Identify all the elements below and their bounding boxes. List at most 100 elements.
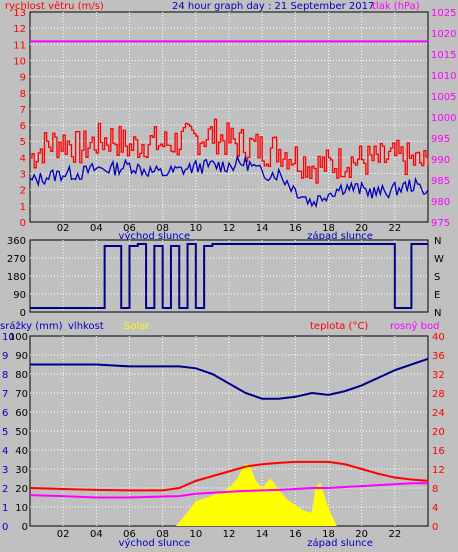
sunset-label: západ slunce <box>307 230 373 242</box>
wind-tick-label: 12 <box>13 24 26 35</box>
temperature-tick-label: 12 <box>432 465 445 476</box>
graph-title: 24 hour graph day : 21 September 2017 <box>172 1 374 12</box>
pressure-axis-title: tlak (hPa) <box>372 1 420 12</box>
temperature-tick-label: 32 <box>432 370 445 381</box>
temperature-tick-label: 36 <box>432 351 445 362</box>
x-tick-label: 12 <box>223 529 236 540</box>
temperature-axis-title: teplota (°C) <box>310 321 368 332</box>
compass-label: S <box>434 272 440 283</box>
humidity-tick-label: 90 <box>15 351 28 362</box>
direction-series <box>30 243 428 309</box>
gust-series <box>30 118 429 184</box>
rain-tick-label: 9 <box>2 351 8 362</box>
rain-tick-label: 4 <box>2 446 8 457</box>
x-tick-label: 20 <box>355 529 368 540</box>
wind-tick-label: 3 <box>20 170 26 181</box>
x-tick-label: 18 <box>322 223 335 234</box>
x-tick-label: 16 <box>289 223 302 234</box>
wind-tick-label: 2 <box>20 186 26 197</box>
rain-tick-label: 5 <box>2 427 8 438</box>
wind-tick-label: 10 <box>13 56 26 67</box>
temperature-tick-label: 4 <box>432 503 438 514</box>
x-tick-label: 20 <box>355 223 368 234</box>
compass-label: W <box>434 254 444 265</box>
x-tick-label: 12 <box>223 223 236 234</box>
x-tick-label: 16 <box>289 529 302 540</box>
x-tick-label: 10 <box>189 223 202 234</box>
temperature-tick-label: 20 <box>432 427 445 438</box>
humidity-tick-label: 40 <box>15 446 28 457</box>
wind-average-series <box>29 154 429 209</box>
temperature-tick-label: 0 <box>432 522 438 533</box>
rain-tick-label: 3 <box>2 465 8 476</box>
rain-tick-label: 2 <box>2 484 8 495</box>
sunrise-label: východ slunce <box>119 230 191 242</box>
humidity-tick-label: 20 <box>15 484 28 495</box>
pressure-tick-label: 975 <box>431 218 450 229</box>
x-tick-label: 18 <box>322 529 335 540</box>
x-tick-label: 22 <box>388 223 401 234</box>
humidity-tick-label: 0 <box>22 522 28 533</box>
wind-tick-label: 11 <box>13 40 26 51</box>
pressure-tick-label: 990 <box>431 155 450 166</box>
wind-tick-label: 8 <box>20 89 26 100</box>
temperature-tick-label: 40 <box>432 332 445 343</box>
pressure-tick-label: 985 <box>431 176 450 187</box>
temperature-tick-label: 8 <box>432 484 438 495</box>
x-tick-label: 14 <box>256 223 269 234</box>
x-tick-label: 02 <box>57 529 70 540</box>
wind-axis-title: rychlost větru (m/s) <box>5 0 104 12</box>
wind-tick-label: 4 <box>20 153 26 164</box>
humidity-tick-label: 100 <box>9 332 28 343</box>
compass-label: E <box>434 290 440 301</box>
x-tick-label: 02 <box>57 223 70 234</box>
pressure-tick-label: 1025 <box>431 8 456 19</box>
sunset-label: západ slunce <box>307 537 373 549</box>
rain-tick-label: 6 <box>2 408 8 419</box>
humidity-axis-title: vlhkost <box>68 321 104 332</box>
wind-tick-label: 9 <box>20 73 26 84</box>
temperature-series <box>29 460 429 492</box>
humidity-tick-label: 70 <box>15 389 28 400</box>
humidity-tick-label: 80 <box>15 370 28 381</box>
x-tick-label: 22 <box>388 529 401 540</box>
wind-tick-label: 6 <box>20 121 26 132</box>
x-tick-label: 14 <box>256 529 269 540</box>
direction-tick-label: 360 <box>7 236 26 247</box>
humidity-series <box>30 357 429 400</box>
x-tick-label: 08 <box>156 223 169 234</box>
compass-label: N <box>434 236 441 247</box>
rain-tick-label: 10 <box>2 332 15 343</box>
humidity-tick-label: 60 <box>15 408 28 419</box>
temperature-tick-label: 16 <box>432 446 445 457</box>
humidity-tick-label: 30 <box>15 465 28 476</box>
dewpoint-series <box>29 482 428 499</box>
pressure-tick-label: 1010 <box>431 71 456 82</box>
direction-tick-label: 0 <box>20 308 26 319</box>
x-tick-label: 10 <box>189 529 202 540</box>
wind-tick-label: 0 <box>20 218 26 229</box>
rain-tick-label: 7 <box>2 389 8 400</box>
rain-tick-label: 8 <box>2 370 8 381</box>
x-tick-label: 04 <box>90 223 103 234</box>
solar-axis-title: Solar <box>124 321 150 332</box>
wind-tick-label: 1 <box>20 202 26 213</box>
direction-tick-label: 270 <box>7 254 26 265</box>
sunrise-label: východ slunce <box>119 537 191 549</box>
temperature-tick-label: 28 <box>432 389 445 400</box>
pressure-tick-label: 1015 <box>431 50 456 61</box>
wind-tick-label: 5 <box>20 137 26 148</box>
temperature-tick-label: 24 <box>432 408 445 419</box>
rain-tick-label: 0 <box>2 522 8 533</box>
direction-tick-label: 180 <box>7 272 26 283</box>
rain-tick-label: 1 <box>2 503 8 514</box>
solar-area <box>30 463 428 526</box>
x-tick-label: 06 <box>123 529 136 540</box>
humidity-tick-label: 10 <box>15 503 28 514</box>
x-tick-label: 08 <box>156 529 169 540</box>
rain-axis-title: srážky (mm) <box>0 320 63 332</box>
dewpoint-axis-title: rosný bod <box>390 320 439 332</box>
wind-tick-label: 7 <box>20 105 26 116</box>
